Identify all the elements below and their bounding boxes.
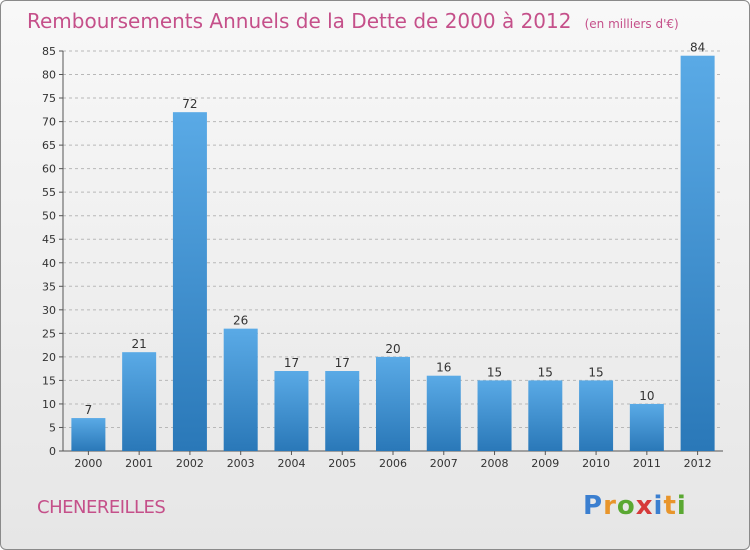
y-tick-label: 60 (42, 163, 56, 176)
bar-value-label: 15 (588, 365, 603, 379)
logo-letter: r (603, 491, 617, 521)
bar (376, 356, 410, 451)
proxiti-logo: Proxiti (583, 491, 687, 521)
y-tick-label: 75 (42, 92, 56, 105)
bar (579, 380, 614, 451)
x-tick-label: 2012 (684, 457, 712, 470)
y-tick-label: 80 (42, 69, 56, 82)
y-tick-label: 70 (42, 116, 56, 129)
y-tick-label: 20 (42, 351, 56, 364)
logo-letter: x (635, 491, 654, 521)
commune-name: CHENEREILLES (37, 497, 166, 518)
logo-letter: o (616, 491, 636, 521)
bar (680, 55, 715, 452)
x-tick-label: 2005 (328, 457, 356, 470)
x-tick-label: 2003 (227, 457, 255, 470)
y-tick-label: 40 (42, 257, 56, 270)
y-tick-label: 25 (42, 327, 56, 340)
y-tick-label: 65 (42, 139, 56, 152)
x-tick-label: 2011 (633, 457, 661, 470)
x-tick-label: 2006 (379, 457, 407, 470)
y-tick-label: 45 (42, 233, 56, 246)
bar-value-label: 16 (436, 361, 451, 375)
y-tick-label: 10 (42, 398, 56, 411)
bar-value-label: 17 (284, 356, 299, 370)
bar (122, 352, 157, 451)
x-tick-label: 2010 (582, 457, 610, 470)
y-tick-label: 30 (42, 304, 56, 317)
logo-letter: i (676, 491, 687, 521)
bar-value-label: 26 (233, 314, 248, 328)
bar (172, 112, 207, 452)
y-tick-label: 15 (42, 374, 56, 387)
x-tick-label: 2008 (481, 457, 509, 470)
bar (528, 380, 563, 451)
bar-value-label: 15 (487, 365, 502, 379)
x-tick-label: 2007 (430, 457, 458, 470)
bar (71, 418, 106, 451)
logo-letter: P (583, 491, 604, 521)
bar-chart: 0 5 10 15 20 25 30 35 40 45 50 55 60 65 70 75 80 85 7 2000 2… (42, 41, 723, 470)
y-tick-label: 35 (42, 280, 56, 293)
x-tick-label: 2002 (176, 457, 204, 470)
bar (477, 380, 512, 451)
bar-value-label: 84 (690, 41, 705, 55)
bar-value-label: 20 (385, 342, 400, 356)
bar (426, 375, 461, 451)
logo-letter: i (653, 491, 664, 521)
title-row: Remboursements Annuels de la Dette de 20… (27, 9, 679, 33)
y-tick-label: 55 (42, 186, 56, 199)
bar-value-label: 72 (182, 97, 197, 111)
bar-value-label: 7 (85, 403, 93, 417)
bar-value-label: 17 (335, 356, 350, 370)
x-tick-label: 2000 (74, 457, 102, 470)
bar-value-label: 21 (132, 337, 147, 351)
x-tick-label: 2004 (277, 457, 305, 470)
bar (629, 403, 664, 451)
bar-value-label: 10 (639, 389, 654, 403)
y-tick-label: 0 (49, 445, 56, 458)
y-tick-label: 50 (42, 210, 56, 223)
chart-subtitle: (en milliers d'€) (584, 17, 679, 31)
x-tick-label: 2009 (531, 457, 559, 470)
y-tick-label: 5 (49, 421, 56, 434)
logo-letter: t (663, 491, 677, 521)
y-tick-label: 85 (42, 45, 56, 58)
bar (325, 371, 360, 451)
bar (223, 328, 258, 451)
x-tick-label: 2001 (125, 457, 153, 470)
chart-title: Remboursements Annuels de la Dette de 20… (27, 9, 572, 33)
bar-value-label: 15 (538, 365, 553, 379)
bar (274, 371, 309, 451)
